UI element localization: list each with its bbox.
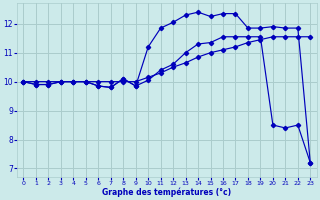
X-axis label: Graphe des températures (°c): Graphe des températures (°c) [102,187,231,197]
